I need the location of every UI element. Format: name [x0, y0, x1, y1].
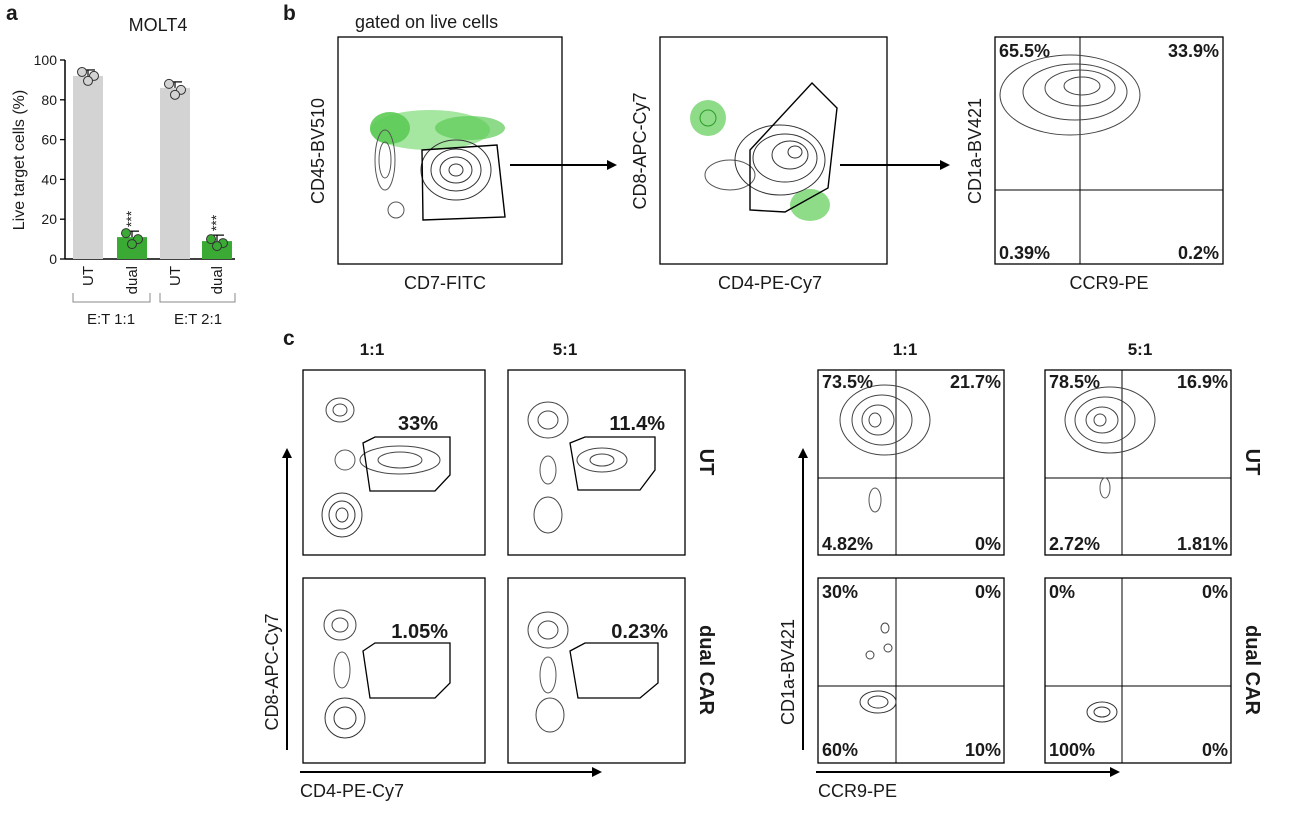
y-tick-label: 40 [41, 171, 57, 187]
data-point [164, 78, 174, 89]
data-point [121, 228, 131, 239]
c-car-51-plot [507, 577, 686, 764]
panel-b-header: gated on live cells [355, 12, 498, 32]
c-q-car-11-tl: 30% [822, 582, 858, 602]
c-right-row-ut: UT [1241, 449, 1263, 476]
y-tick-label: 100 [34, 52, 58, 68]
c-q-ut-51-tl: 78.5% [1049, 372, 1100, 392]
c-gate-car-51: 0.23% [611, 621, 668, 643]
c-q-car-51-plot [1044, 577, 1232, 764]
panel-b-plot3-xlabel: CCR9-PE [1069, 273, 1148, 293]
panel-a-group-label-1: E:T 1:1 [87, 311, 135, 328]
c-q-ut-51-bl: 2.72% [1049, 534, 1100, 554]
panel-letter-a: a [6, 2, 18, 25]
panel-a-bars: *** *** [73, 66, 232, 259]
panel-a-xlabels: UT dual UT dual [80, 266, 226, 294]
b3-q-br: 0.2% [1178, 243, 1219, 263]
c-q-car-51-bl: 100% [1049, 740, 1095, 760]
c-gate-ut-51: 11.4% [609, 413, 665, 435]
panel-a-ylabel: Live target cells (%) [11, 90, 28, 231]
panel-b-plot1-ylabel: CD45-BV510 [308, 98, 328, 204]
panel-b-plot-3 [994, 36, 1224, 265]
panel-a-title: MOLT4 [129, 15, 188, 35]
c-left-row-car: dual CAR [695, 625, 717, 716]
c-q-ut-11-bl: 4.82% [822, 534, 873, 554]
y-tick-label: 60 [41, 132, 57, 148]
c-right-ratio-2: 5:1 [1128, 340, 1153, 359]
y-tick-label: 20 [41, 211, 57, 227]
panel-a-ticks: 0 20 40 60 80 100 [34, 52, 65, 267]
data-point [77, 66, 87, 77]
c-q-ut-51-br: 1.81% [1177, 534, 1228, 554]
c-left-ratio-2: 5:1 [553, 340, 578, 359]
panel-b-plot2-xlabel: CD4-PE-Cy7 [718, 273, 822, 293]
panel-b-plot-1 [337, 36, 563, 265]
significance-label: *** [123, 210, 139, 227]
c-q-car-51-tr: 0% [1202, 582, 1228, 602]
b3-q-tl: 65.5% [999, 41, 1050, 61]
data-point [83, 75, 93, 86]
panel-b-plot2-ylabel: CD8-APC-Cy7 [630, 92, 650, 209]
data-point [206, 234, 216, 245]
c-q-car-11-bl: 60% [822, 740, 858, 760]
c-q-ut-11-tr: 21.7% [950, 372, 1001, 392]
c-q-ut-11-plot [817, 369, 1005, 556]
c-q-car-11-br: 10% [965, 740, 1001, 760]
panel-b-plot3-ylabel: CD1a-BV421 [965, 98, 985, 204]
c-q-car-11-tr: 0% [975, 582, 1001, 602]
c-q-car-51-br: 0% [1202, 740, 1228, 760]
bar [160, 87, 190, 259]
c-car-11-plot [302, 577, 486, 764]
c-left-row-ut: UT [695, 449, 717, 476]
c-left-ylabel: CD8-APC-Cy7 [262, 613, 282, 730]
c-q-ut-51-tr: 16.9% [1177, 372, 1228, 392]
c-right-ylabel: CD1a-BV421 [778, 619, 798, 725]
data-point [170, 89, 180, 100]
panel-a-group-label-2: E:T 2:1 [174, 311, 222, 328]
b3-q-bl: 0.39% [999, 243, 1050, 263]
c-ut-51-plot [507, 369, 686, 556]
data-point [127, 239, 137, 250]
x-tick-label: dual [124, 266, 141, 294]
c-q-car-51-tl: 0% [1049, 582, 1075, 602]
c-right-xlabel: CCR9-PE [818, 781, 897, 801]
significance-label: *** [208, 214, 224, 231]
b3-q-tr: 33.9% [1168, 41, 1219, 61]
c-right-ratio-1: 1:1 [893, 340, 918, 359]
c-gate-ut-11: 33% [398, 413, 438, 435]
data-point [212, 241, 222, 252]
y-tick-label: 80 [41, 92, 57, 108]
panel-letter-b: b [283, 2, 296, 25]
panel-letter-c: c [283, 327, 295, 350]
x-tick-label: dual [209, 266, 226, 294]
panel-b-plot1-xlabel: CD7-FITC [404, 273, 486, 293]
x-tick-label: UT [80, 266, 97, 286]
c-q-ut-11-br: 0% [975, 534, 1001, 554]
c-right-row-car: dual CAR [1241, 625, 1263, 716]
c-gate-car-11: 1.05% [391, 621, 448, 643]
c-left-xlabel: CD4-PE-Cy7 [300, 781, 404, 801]
c-q-ut-11-tl: 73.5% [822, 372, 873, 392]
bar [73, 75, 103, 259]
panel-b-plot-2 [659, 36, 888, 265]
y-tick-label: 0 [49, 251, 57, 267]
x-tick-label: UT [167, 266, 184, 286]
c-q-car-11-plot [817, 577, 1005, 764]
c-ut-11-plot [302, 369, 486, 556]
panel-a-group-brackets [72, 293, 236, 303]
c-q-ut-51-plot [1044, 369, 1232, 556]
c-left-ratio-1: 1:1 [360, 340, 385, 359]
